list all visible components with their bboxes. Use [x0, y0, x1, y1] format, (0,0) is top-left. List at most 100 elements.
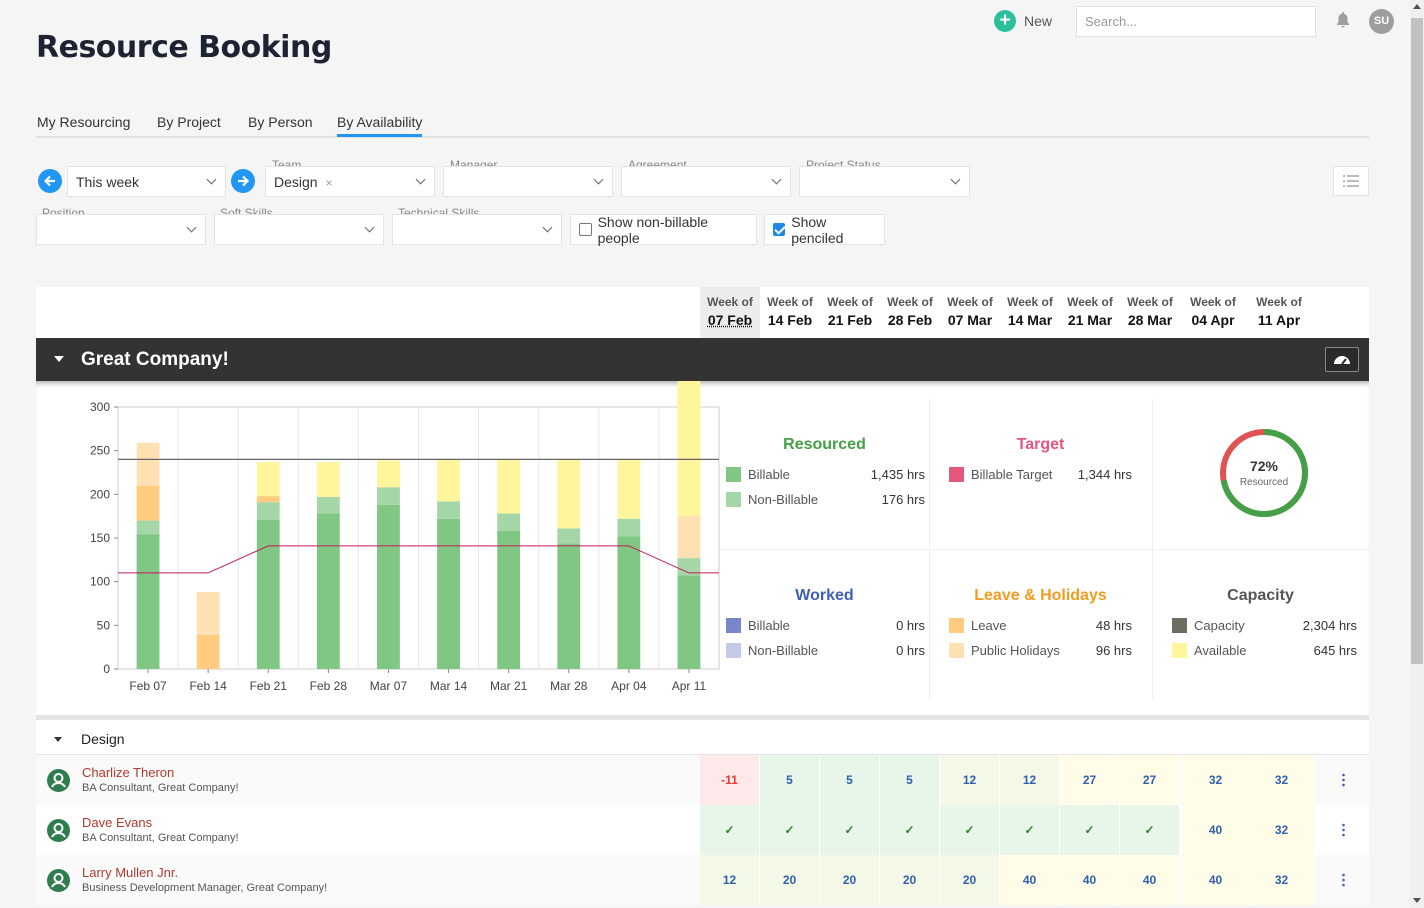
search-input[interactable]	[1076, 6, 1316, 37]
hours-cell[interactable]: 40	[1000, 855, 1060, 905]
more-options-icon[interactable]	[1342, 872, 1345, 888]
hours-cell[interactable]: 12	[940, 755, 1000, 805]
hours-cell[interactable]: 12	[700, 855, 760, 905]
available-check-cell[interactable]: ✓	[880, 805, 940, 855]
available-value: 645 hrs	[1313, 643, 1357, 658]
available-check-cell[interactable]: ✓	[820, 805, 880, 855]
previous-period-button[interactable]	[38, 169, 62, 193]
new-button-label: New	[1024, 13, 1053, 29]
more-options-icon[interactable]	[1342, 822, 1345, 838]
available-check-cell[interactable]: ✓	[1060, 805, 1120, 855]
hours-cell[interactable]: 5	[820, 755, 880, 805]
available-check-cell[interactable]: ✓	[700, 805, 760, 855]
resourced-donut: 72% Resourced	[1152, 381, 1369, 549]
bar-segment-billable	[617, 536, 641, 669]
speedometer-icon	[1334, 356, 1350, 365]
available-check-cell[interactable]: ✓	[1120, 805, 1180, 855]
hours-cell[interactable]: 5	[760, 755, 820, 805]
next-period-button[interactable]	[231, 169, 255, 193]
worked-billable-value: 0 hrs	[896, 618, 925, 633]
bar-segment-non-billable	[497, 513, 521, 532]
x-tick-label: Apr 04	[611, 679, 647, 693]
technical-skills-select[interactable]	[392, 214, 562, 245]
hours-cell[interactable]: 32	[1249, 805, 1315, 855]
hours-cell[interactable]: 32	[1183, 755, 1249, 805]
tab-by-person[interactable]: By Person	[248, 114, 313, 130]
company-header[interactable]: Great Company!	[36, 338, 1369, 381]
person-name[interactable]: Larry Mullen Jnr.	[82, 865, 179, 880]
week-column-2: Week of 21 Feb	[820, 287, 880, 338]
available-check-cell[interactable]: ✓	[1000, 805, 1060, 855]
hours-cell[interactable]: 40	[1120, 855, 1180, 905]
hours-cell[interactable]: 40	[1183, 805, 1249, 855]
scrollbar-thumb[interactable]	[1411, 18, 1423, 664]
collapse-icon[interactable]	[54, 356, 64, 362]
week-of-label: Week of	[1127, 295, 1173, 309]
dashboard-gauge-button[interactable]	[1325, 347, 1359, 372]
tab-by-availability[interactable]: By Availability	[337, 114, 423, 137]
week-date: 14 Feb	[767, 312, 813, 328]
hours-cell[interactable]: -11	[700, 755, 760, 805]
hours-cell[interactable]: 20	[820, 855, 880, 905]
person-row: Dave Evans BA Consultant, Great Company! ✓…	[36, 805, 1369, 855]
hours-cell[interactable]: 20	[940, 855, 1000, 905]
person-role: Business Development Manager, Great Comp…	[82, 882, 328, 894]
list-view-button[interactable]	[1333, 166, 1369, 196]
week-date: 21 Feb	[827, 312, 873, 328]
hours-cell[interactable]: 20	[880, 855, 940, 905]
scroll-down-arrow[interactable]	[1413, 898, 1421, 903]
show-penciled-checkbox[interactable]: Show penciled	[764, 213, 885, 246]
available-check-cell[interactable]: ✓	[760, 805, 820, 855]
available-check-cell[interactable]: ✓	[940, 805, 1000, 855]
tab-by-project[interactable]: By Project	[157, 114, 221, 130]
tab-my-resourcing[interactable]: My Resourcing	[37, 114, 131, 130]
person-name[interactable]: Charlize Theron	[82, 765, 175, 780]
hours-cell[interactable]: 20	[760, 855, 820, 905]
person-row: Larry Mullen Jnr. Business Development Ma…	[36, 855, 1369, 905]
remove-team-icon[interactable]: ×	[325, 176, 333, 190]
hours-cell[interactable]: 12	[1000, 755, 1060, 805]
hours-cell[interactable]: 27	[1120, 755, 1180, 805]
hours-cell[interactable]: 40	[1183, 855, 1249, 905]
show-non-billable-checkbox[interactable]: Show non-billable people	[570, 213, 757, 246]
person-name[interactable]: Dave Evans	[82, 815, 153, 830]
position-select[interactable]	[36, 214, 206, 245]
leave-label: Leave	[971, 618, 1007, 633]
soft-skills-select[interactable]	[214, 214, 384, 245]
bar-segment-non-billable	[316, 496, 340, 514]
capacity-swatch	[1172, 618, 1187, 633]
y-tick-label: 250	[90, 444, 110, 458]
manager-select[interactable]	[443, 166, 613, 197]
hours-cell[interactable]: 5	[880, 755, 940, 805]
user-avatar[interactable]: SU	[1369, 9, 1394, 34]
hours-cell[interactable]: 27	[1060, 755, 1120, 805]
x-tick-label: Mar 07	[370, 679, 408, 693]
week-column-6: Week of 21 Mar	[1060, 287, 1120, 338]
bar-segment-leave	[136, 485, 160, 521]
period-select[interactable]: This week	[67, 166, 226, 197]
hours-cell[interactable]: 40	[1060, 855, 1120, 905]
non-billable-label: Non-Billable	[748, 492, 819, 507]
checkbox-checked[interactable]	[773, 223, 786, 236]
week-of-label: Week of	[767, 295, 813, 309]
more-options-icon[interactable]	[1342, 772, 1345, 788]
group-name: Design	[81, 731, 125, 747]
project-status-select[interactable]	[799, 166, 970, 197]
hours-cell[interactable]: 32	[1249, 855, 1315, 905]
week-of-label: Week of	[1190, 295, 1236, 309]
team-select[interactable]: Design ×	[265, 166, 435, 197]
bar-segment-billable	[497, 531, 521, 669]
show-penciled-label: Show penciled	[791, 213, 844, 246]
collapse-group-icon[interactable]	[54, 737, 62, 742]
agreement-select[interactable]	[621, 166, 791, 197]
show-non-billable-label: Show non-billable people	[597, 213, 709, 246]
scroll-up-arrow[interactable]	[1413, 4, 1421, 9]
group-header-design[interactable]: Design	[36, 715, 1369, 755]
new-button[interactable]: + New	[994, 9, 1052, 33]
bar-segment-billable	[256, 519, 280, 669]
checkbox-unchecked[interactable]	[579, 223, 592, 236]
bell-icon[interactable]	[1336, 12, 1350, 28]
y-tick-label: 0	[103, 662, 110, 676]
resourcing-chart: 0 50 100 150 200 250 300 Feb 07 Feb 14 Feb 21 Feb …	[90, 381, 720, 693]
hours-cell[interactable]: 32	[1249, 755, 1315, 805]
